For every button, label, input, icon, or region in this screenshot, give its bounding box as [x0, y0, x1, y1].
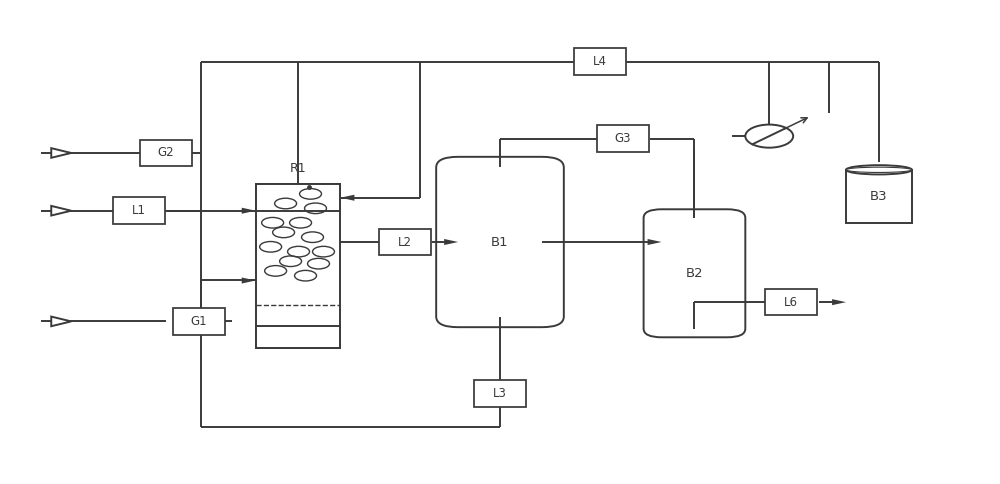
FancyBboxPatch shape	[846, 170, 912, 223]
FancyBboxPatch shape	[574, 48, 626, 75]
FancyBboxPatch shape	[173, 308, 225, 334]
Text: L1: L1	[132, 204, 146, 217]
Polygon shape	[340, 195, 354, 201]
FancyBboxPatch shape	[256, 326, 340, 348]
Text: G3: G3	[614, 132, 631, 145]
FancyBboxPatch shape	[140, 140, 192, 166]
Polygon shape	[51, 317, 71, 326]
Polygon shape	[51, 206, 71, 215]
FancyBboxPatch shape	[113, 197, 165, 224]
Ellipse shape	[846, 167, 912, 172]
Ellipse shape	[846, 165, 912, 174]
Text: G2: G2	[158, 147, 174, 159]
Text: L4: L4	[593, 55, 607, 68]
FancyBboxPatch shape	[597, 125, 649, 152]
FancyBboxPatch shape	[256, 184, 340, 348]
Text: L6: L6	[784, 296, 798, 309]
Text: L3: L3	[493, 387, 507, 400]
Polygon shape	[832, 299, 846, 305]
Polygon shape	[648, 239, 662, 245]
Text: G1: G1	[191, 315, 207, 328]
FancyBboxPatch shape	[765, 289, 817, 316]
Text: B3: B3	[870, 190, 888, 203]
Polygon shape	[242, 277, 256, 284]
Polygon shape	[51, 148, 71, 158]
FancyBboxPatch shape	[474, 380, 526, 407]
Text: B1: B1	[491, 236, 509, 248]
Text: R1: R1	[290, 162, 306, 175]
FancyBboxPatch shape	[644, 209, 745, 337]
Polygon shape	[444, 239, 458, 245]
Text: L2: L2	[398, 236, 412, 248]
Text: B2: B2	[686, 267, 703, 280]
Polygon shape	[242, 208, 256, 214]
FancyBboxPatch shape	[379, 229, 431, 255]
FancyBboxPatch shape	[436, 157, 564, 327]
FancyBboxPatch shape	[256, 184, 340, 211]
